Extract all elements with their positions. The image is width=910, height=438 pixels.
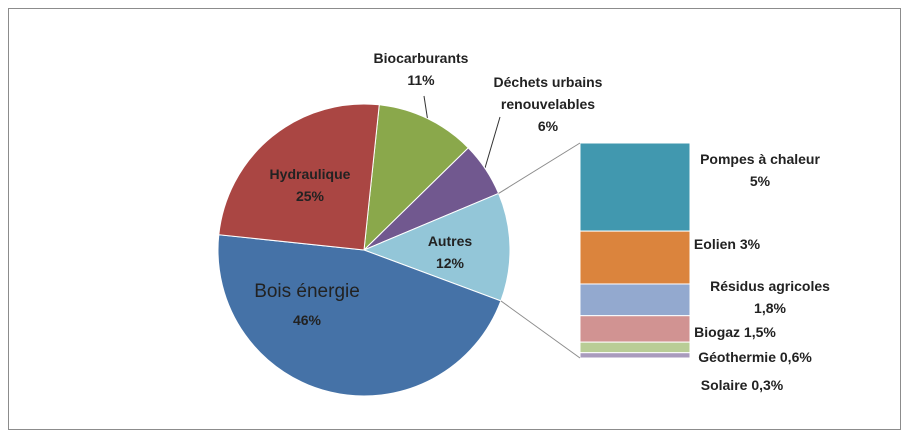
category-label: Autres — [427, 233, 473, 249]
data-label: Eolien 3% — [694, 233, 760, 255]
leader-line — [484, 116, 501, 169]
data-label: Hydraulique 25% — [270, 163, 351, 207]
bar-segment — [579, 283, 691, 317]
connector-line — [500, 300, 581, 359]
data-label: Solaire 0,3% — [701, 374, 784, 396]
value-label: 0,3% — [751, 377, 784, 393]
category-label: Hydraulique — [269, 166, 351, 182]
category-label: Biogaz — [694, 324, 741, 340]
data-label: Déchets urbains renouvelables 6% — [473, 71, 623, 137]
bar-segment — [579, 142, 691, 232]
chart-border — [8, 8, 901, 430]
category-label: Déchets urbains renouvelables — [493, 74, 603, 112]
category-label: Résidus agricoles — [710, 278, 830, 294]
value-label: 6% — [537, 118, 559, 134]
data-label: Résidus agricoles 1,8% — [710, 275, 830, 319]
pie-slice — [362, 192, 511, 302]
value-label: 3% — [739, 236, 761, 252]
pie-slice — [363, 104, 470, 252]
category-label: Pompes à chaleur — [700, 151, 820, 167]
value-label: 46% — [292, 312, 322, 328]
pie-slice — [218, 103, 380, 251]
category-label: Eolien — [693, 236, 736, 252]
data-label: Biogaz 1,5% — [694, 321, 776, 343]
data-label: Géothermie 0,6% — [698, 346, 812, 368]
bar-segment — [579, 315, 691, 343]
category-label: Biocarburants — [373, 50, 469, 66]
category-label: Solaire — [700, 377, 748, 393]
pie-slice — [217, 234, 502, 397]
value-label: 1,8% — [754, 300, 786, 316]
bar-segment — [579, 352, 691, 359]
leader-line — [423, 95, 429, 123]
value-label: 1,5% — [743, 324, 776, 340]
value-label: 5% — [749, 173, 771, 189]
data-label: Bois énergie 46% — [254, 278, 360, 334]
data-label: Autres 12% — [428, 230, 472, 274]
data-label: Biocarburants 11% — [374, 47, 469, 91]
value-label: 12% — [435, 255, 465, 271]
connector-line — [498, 142, 581, 194]
category-label: Géothermie — [698, 349, 776, 365]
bar-segment — [579, 230, 691, 285]
bar-segment — [579, 341, 691, 354]
category-label: Bois énergie — [254, 281, 360, 302]
value-label: 0,6% — [779, 349, 812, 365]
value-label: 25% — [295, 188, 325, 204]
data-label: Pompes à chaleur 5% — [700, 148, 820, 192]
value-label: 11% — [407, 72, 435, 88]
